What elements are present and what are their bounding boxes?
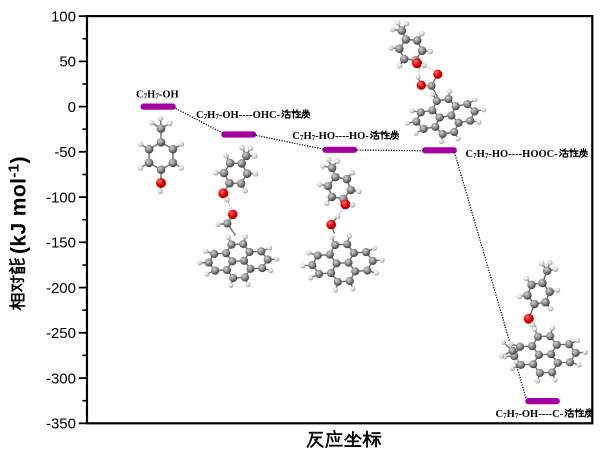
svg-text:-150: -150 [46, 235, 76, 252]
svg-text:(kJ mol-1): (kJ mol-1) [6, 156, 31, 254]
svg-text:-50: -50 [54, 144, 76, 161]
svg-text:C7H7-OH----C-: C7H7-OH----C- [496, 409, 564, 420]
svg-text:C7H7-OH: C7H7-OH [136, 90, 179, 101]
svg-text:0: 0 [68, 99, 76, 116]
svg-text:C7H7-HO----HO-: C7H7-HO----HO- [292, 131, 369, 142]
svg-text:C7H7-OH----OHC-: C7H7-OH----OHC- [196, 110, 281, 121]
svg-text:-250: -250 [46, 325, 76, 342]
svg-text:50: 50 [59, 54, 76, 71]
svg-text:-350: -350 [46, 416, 76, 433]
svg-text:100: 100 [51, 8, 76, 25]
svg-text:-300: -300 [46, 370, 76, 387]
svg-text:C7H7-HO----HOOC-: C7H7-HO----HOOC- [466, 149, 559, 160]
svg-text:-100: -100 [46, 189, 76, 206]
svg-text:-200: -200 [46, 280, 76, 297]
